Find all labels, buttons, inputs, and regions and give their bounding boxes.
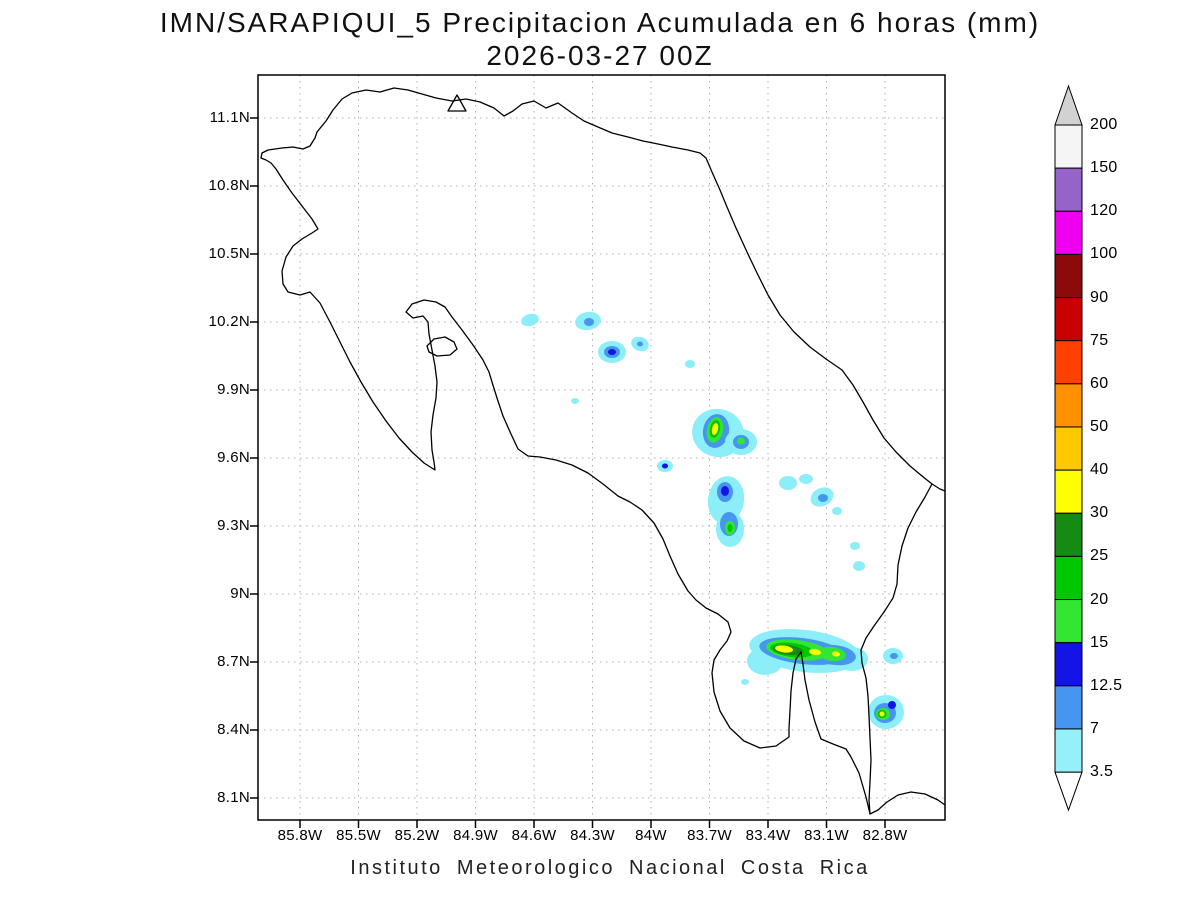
- plot-title-line1: IMN/SARAPIQUI_5 Precipitacion Acumulada …: [159, 7, 1041, 38]
- footer-caption: Instituto Meteorologico Nacional Costa R…: [350, 857, 870, 879]
- precipitation-shading: [521, 311, 904, 729]
- panama-pacific-coast-segment: [869, 791, 946, 815]
- coastlines: [260, 87, 946, 815]
- panama-caribbean-coast-segment: [931, 483, 946, 492]
- colorbar: [1054, 84, 1083, 812]
- lake-island-outline: [447, 94, 467, 112]
- map-frame: [257, 74, 946, 821]
- costa-rica-coastline: [260, 87, 933, 815]
- axis-ticks: [250, 117, 886, 828]
- plot-title: IMN/SARAPIQUI_5 Precipitacion Acumulada …: [0, 6, 1200, 72]
- plot-title-line2: 2026-03-27 00Z: [486, 40, 714, 71]
- chira-island-outline: [426, 336, 458, 357]
- map-gridlines: [258, 75, 945, 820]
